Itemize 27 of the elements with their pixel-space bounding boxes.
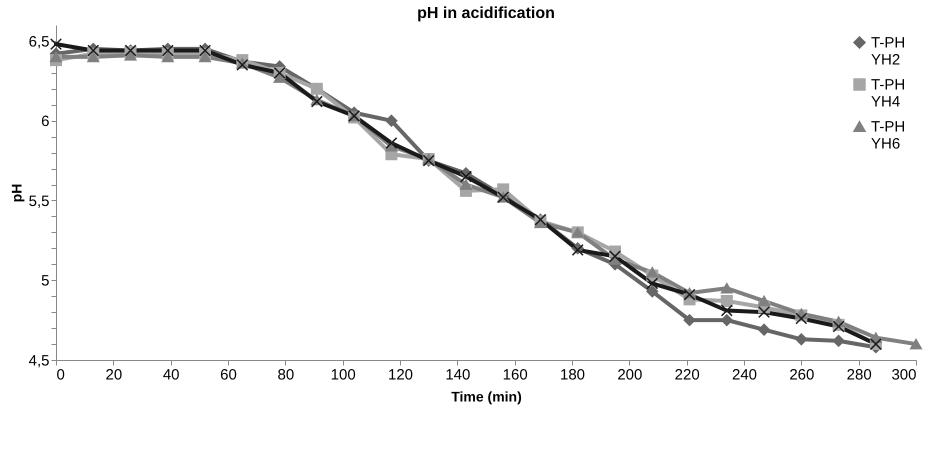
- x-tick-label: 20: [105, 366, 122, 384]
- x-tick-label: 260: [789, 366, 814, 384]
- x-axis-title: Time (min): [451, 388, 522, 404]
- legend-label: T-PH YH6: [871, 118, 906, 152]
- x-tick-label: 300: [891, 366, 916, 384]
- x-tick-label: 120: [388, 366, 414, 384]
- y-tick-label: 4,5: [28, 352, 50, 370]
- y-tick-label: 6,5: [28, 33, 50, 50]
- y-axis-title: pH: [8, 184, 25, 202]
- y-tick-label: 6: [41, 113, 50, 130]
- x-tick-label: 280: [846, 366, 872, 384]
- legend-label: T-PH YH4: [871, 76, 906, 110]
- x-tick-label: 200: [617, 366, 642, 384]
- x-tick-label: 160: [502, 366, 528, 384]
- x-tick-label: 40: [162, 366, 180, 384]
- x-tick-label: 240: [732, 366, 758, 384]
- y-tick-label: 5,5: [28, 192, 50, 210]
- x-tick-label: 220: [674, 366, 700, 384]
- x-tick-label: 140: [445, 366, 470, 384]
- x-tick-label: 100: [330, 366, 356, 384]
- legend-label: T-PH YH2: [871, 34, 906, 68]
- chart-title: pH in acidification: [417, 5, 555, 22]
- x-tick-label: 60: [220, 366, 237, 384]
- x-tick-label: 80: [277, 366, 294, 384]
- x-tick-label: 0: [56, 366, 65, 384]
- y-tick-label: 5: [41, 272, 50, 290]
- x-tick-label: 180: [560, 366, 586, 384]
